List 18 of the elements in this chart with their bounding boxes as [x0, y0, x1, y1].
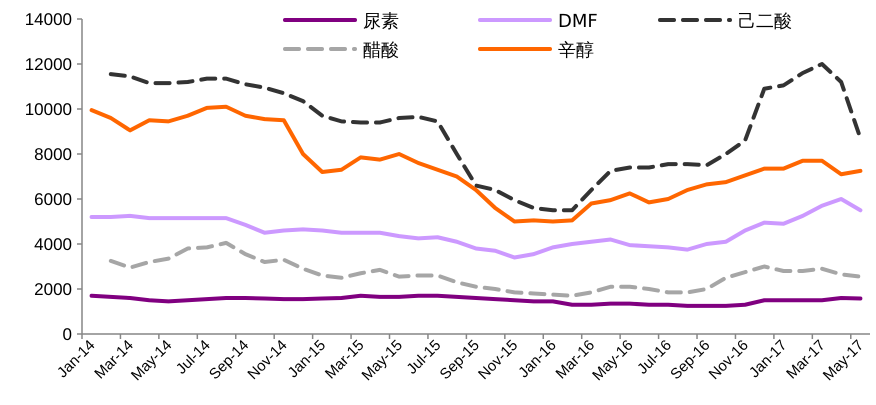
line-series — [90, 197, 862, 260]
legend-label: DMF — [558, 11, 598, 32]
y-tick-label: 10000 — [24, 100, 72, 119]
legend-label: 醋酸 — [363, 40, 399, 61]
y-tick-label: 14000 — [24, 10, 72, 29]
line-series — [108, 240, 862, 298]
y-tick-label: 12000 — [24, 55, 72, 74]
y-tick-label: 0 — [62, 325, 72, 344]
y-tick-label: 8000 — [34, 145, 72, 164]
legend-label: 尿素 — [363, 11, 399, 32]
y-tick-label: 4000 — [34, 235, 72, 254]
y-tick-label: 6000 — [34, 190, 72, 209]
line-series — [108, 62, 862, 212]
line-series — [90, 294, 862, 308]
y-tick-label: 2000 — [34, 280, 72, 299]
legend-label: 辛醇 — [558, 40, 594, 61]
legend-label: 己二酸 — [738, 11, 792, 32]
line-series — [90, 104, 862, 224]
